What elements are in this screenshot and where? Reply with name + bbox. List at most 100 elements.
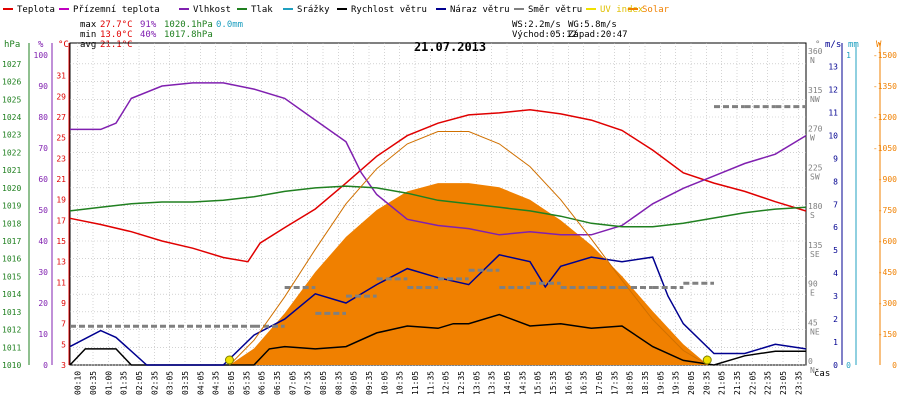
solar-tick-label: -1500 (873, 51, 897, 60)
wind-dir-compass-label: SE (810, 250, 820, 259)
solar-tick-label: -900 (878, 175, 897, 184)
x-tick-label: 13:05 (472, 371, 481, 395)
rain-tick-label: 1 (846, 51, 851, 60)
x-tick-label: 08:05 (319, 371, 328, 395)
wind-speed-tick-label: 7 (833, 200, 838, 209)
x-tick-label: 23:35 (794, 371, 803, 395)
legend-label: Srážky (297, 5, 330, 15)
wind-dir-tick-label: 360 (808, 47, 823, 56)
series-vlhkost (70, 82, 807, 236)
pressure-tick-label: 1016 (2, 255, 21, 264)
temperature-tick-label: 5 (61, 340, 66, 349)
humidity-tick-label: 50 (38, 206, 48, 215)
wind-dir-compass-label: N (810, 56, 815, 65)
series-solar-max (229, 131, 709, 366)
wind-speed-tick-label: 0 (833, 361, 838, 370)
x-tick-label: 08:35 (334, 371, 343, 395)
x-tick-label: 06:35 (273, 371, 282, 395)
stats-max-press: 1020.1hPa (164, 20, 213, 30)
wind-dir-tick-label: 135 (808, 241, 823, 250)
x-tick-label: 19:35 (672, 371, 681, 395)
temperature-tick-label: 9 (61, 299, 66, 308)
humidity-tick-label: 100 (34, 51, 49, 60)
temperature-tick-label: 29 (56, 92, 66, 101)
stats-max-hum: 91% (140, 20, 157, 30)
temperature-tick-label: 3 (61, 361, 66, 370)
pressure-tick-label: 1011 (2, 343, 21, 352)
x-tick-label: 19:05 (656, 371, 665, 395)
x-tick-label: 12:05 (442, 371, 451, 395)
legend-label: Směr větru (528, 5, 582, 15)
stats-max-temp: 27.7°C (100, 20, 133, 30)
x-tick-label: 02:05 (135, 371, 144, 395)
axis-unit-labels: hPa % °C ° m/s mm W čas (4, 40, 882, 379)
wind-dir-compass-label: NW (810, 95, 820, 104)
x-tick-label: 20:35 (702, 371, 711, 395)
x-tick-label: 10:35 (396, 371, 405, 395)
temperature-tick-label: 15 (56, 237, 66, 246)
x-tick-label: 17:05 (595, 371, 604, 395)
humidity-tick-label: 20 (38, 299, 48, 308)
wind-dir-tick-label: 45 (808, 318, 818, 327)
legend-label: Vlhkost (193, 5, 231, 15)
x-tick-label: 14:05 (503, 371, 512, 395)
x-tick-label: 03:35 (181, 371, 190, 395)
wind-speed-tick-label: 10 (828, 131, 838, 140)
x-tick-label: 05:05 (227, 371, 236, 395)
x-tick-label: 18:05 (626, 371, 635, 395)
temperature-tick-label: 23 (56, 154, 66, 163)
temperature-tick-label: 19 (56, 196, 66, 205)
wind-dir-compass-label: N (810, 366, 815, 375)
stats-max-rain: 0.0mm (216, 20, 243, 30)
solar-tick-label: 0 (892, 361, 897, 370)
humidity-tick-label: 70 (38, 144, 48, 153)
x-tick-label: 01:35 (120, 371, 129, 395)
x-tick-label: 15:05 (534, 371, 543, 395)
legend-label: Tlak (251, 5, 273, 15)
legend: Teplota Přízemní teplota Vlhkost Tlak Srážky… (3, 5, 670, 15)
pressure-tick-label: 1023 (2, 131, 21, 140)
wind-dir-tick-label: 270 (808, 125, 823, 134)
legend-label: UV index (600, 5, 644, 15)
pressure-tick-label: 1013 (2, 308, 21, 317)
solar-tick-label: -150 (878, 330, 897, 339)
pressure-tick-label: 1018 (2, 219, 21, 228)
unit-pct: % (38, 40, 44, 50)
stats-min-hum: 40% (140, 30, 157, 40)
unit-mm: mm (848, 40, 859, 50)
x-tick-label: 00:10 (74, 371, 83, 395)
unit-time: čas (814, 368, 830, 379)
sunset-info: Západ:20:47 (568, 30, 628, 40)
solar-tick-label: -1350 (873, 82, 897, 91)
stats-max-label: max (80, 20, 97, 30)
x-tick-label: 13:35 (488, 371, 497, 395)
temperature-tick-label: 11 (56, 278, 66, 287)
plot-area: 00:10 00:35 01:00 01:35 02:05 02:35 03:05 03:35… (2, 42, 897, 395)
pressure-tick-label: 1019 (2, 202, 21, 211)
humidity-tick-label: 90 (38, 82, 48, 91)
pressure-tick-label: 1010 (2, 361, 21, 370)
pressure-tick-label: 1026 (2, 78, 21, 87)
wind-speed-tick-label: 5 (833, 246, 838, 255)
humidity-tick-label: 0 (43, 361, 48, 370)
solar-tick-label: -450 (878, 268, 897, 277)
sunrise-marker (224, 355, 234, 365)
pressure-tick-label: 1014 (2, 290, 21, 299)
wind-speed-tick-label: 1 (833, 338, 838, 347)
pressure-tick-label: 1012 (2, 326, 21, 335)
wind-dir-compass-label: W (810, 134, 815, 143)
x-tick-label: 15:35 (549, 371, 558, 395)
sunset-marker (702, 355, 712, 365)
x-tick-label: 16:35 (580, 371, 589, 395)
stats-min-label: min (80, 30, 96, 40)
wind-speed-tick-label: 2 (833, 315, 838, 324)
wind-dir-tick-label: 0 (808, 357, 813, 366)
wind-dir-tick-label: 180 (808, 202, 823, 211)
pressure-tick-label: 1025 (2, 95, 21, 104)
chart-date: 21.07.2013 (414, 40, 486, 54)
temperature-tick-label: 17 (56, 216, 66, 225)
wind-speed-tick-label: 13 (828, 62, 838, 71)
solar-tick-label: -1200 (873, 113, 897, 122)
pressure-tick-label: 1015 (2, 272, 21, 281)
